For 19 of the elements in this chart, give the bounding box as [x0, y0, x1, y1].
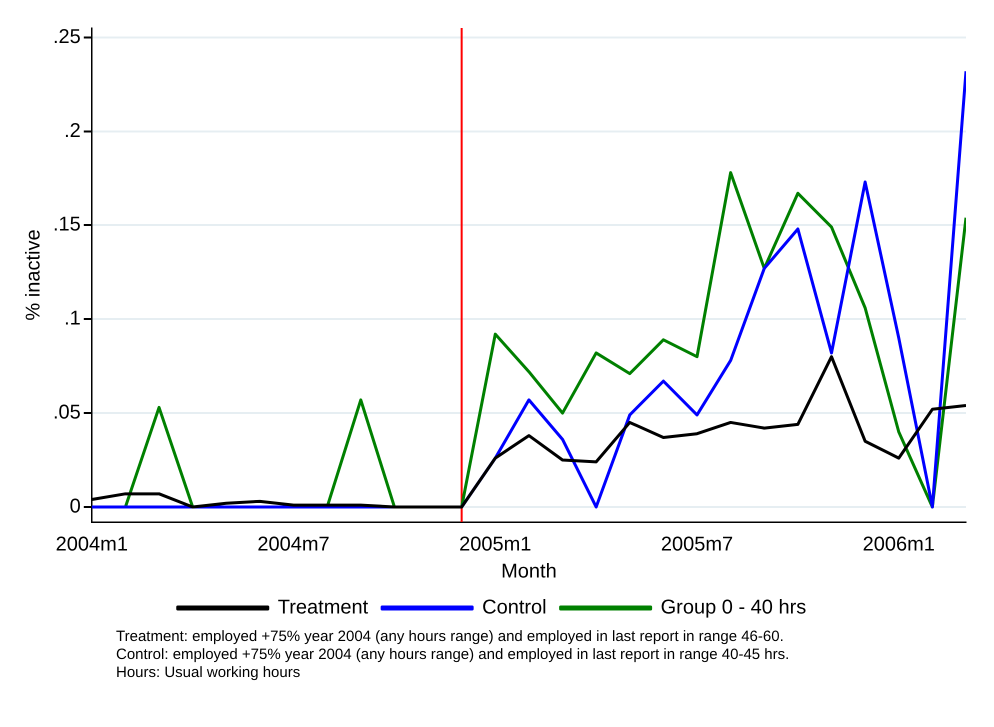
text: Treatment: employed +75% year 2004 (any hours range) and employed in last report in range 46-60. [116, 628, 785, 646]
x-tick-label: 2005m7 [660, 534, 734, 556]
legend-label: Group 0 - 40 hrs [660, 596, 806, 619]
legend-label: Treatment [278, 596, 369, 619]
y-tick-label: .1 [64, 308, 81, 330]
y-tick-label: .25 [52, 26, 81, 48]
y-tick-label: .05 [52, 402, 81, 424]
x-tick-label: 2004m1 [56, 534, 128, 556]
y-tick-label: .15 [52, 214, 81, 236]
text: Control: employed +75% year 2004 (any hours range) and employed in last report in range 40-45 hrs. [116, 646, 790, 664]
text: Hours: Usual working hours [116, 664, 302, 682]
y-tick-label: .2 [64, 120, 81, 142]
x-axis-title: Month [501, 560, 557, 583]
y-tick-label: 0 [70, 495, 81, 518]
legend-label: Control [482, 596, 547, 619]
y-axis-title: % inactive [22, 229, 45, 321]
x-tick-label: 2004m7 [257, 534, 330, 556]
x-tick-label: 2006m1 [862, 534, 935, 556]
x-tick-label: 2005m1 [459, 534, 532, 556]
